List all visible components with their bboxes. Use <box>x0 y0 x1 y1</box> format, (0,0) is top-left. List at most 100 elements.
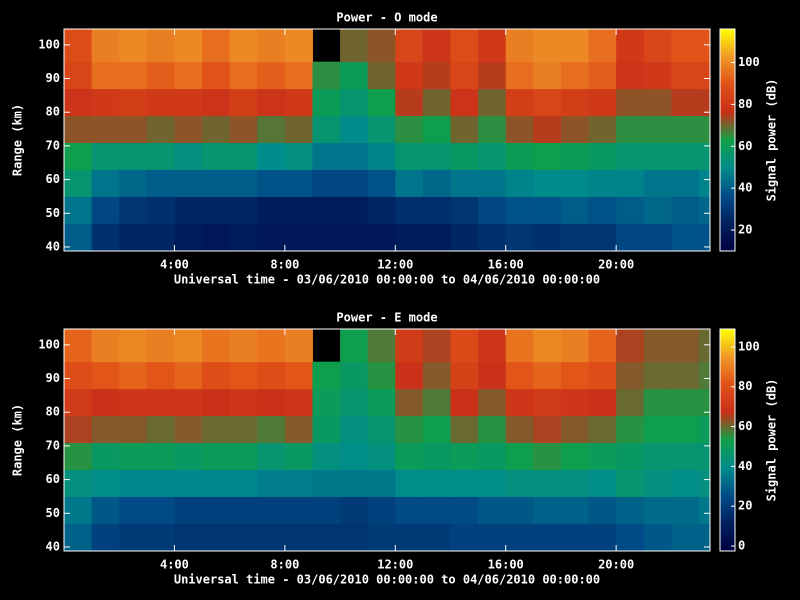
heatmap-cell <box>174 361 203 390</box>
heatmap-cell <box>588 88 617 117</box>
heatmap-cell <box>698 115 711 144</box>
heatmap-cell <box>367 61 396 90</box>
colorbar <box>719 28 736 252</box>
colorbar-tick-label: 100 <box>738 339 760 353</box>
heatmap-cell <box>616 29 645 63</box>
heatmap-cell <box>698 196 711 224</box>
heatmap-cell <box>422 469 451 497</box>
heatmap-cell <box>450 329 479 363</box>
heatmap-cell <box>91 142 120 170</box>
heatmap-cell <box>616 523 645 552</box>
heatmap-cell <box>229 361 258 390</box>
heatmap-cell <box>146 415 175 444</box>
heatmap-cell <box>119 415 148 444</box>
heatmap-cell <box>91 29 120 63</box>
heatmap-cell <box>450 169 479 197</box>
heatmap-cell <box>643 496 672 524</box>
heatmap-cell <box>229 142 258 170</box>
heatmap-cell <box>588 329 617 363</box>
x-tick-label: 8:00 <box>270 258 299 272</box>
heatmap-cell <box>395 388 424 417</box>
heatmap-cell <box>671 88 700 117</box>
heatmap-cell <box>312 169 341 197</box>
heatmap-cell <box>257 442 286 470</box>
heatmap-cell <box>229 169 258 197</box>
heatmap-cell <box>119 388 148 417</box>
x-axis-label: Universal time - 03/06/2010 00:00:00 to … <box>174 273 600 287</box>
heatmap-cell <box>422 388 451 417</box>
heatmap-cell <box>671 196 700 224</box>
heatmap-cell <box>560 496 590 524</box>
heatmap-cell <box>91 169 120 197</box>
heatmap-cell <box>560 29 590 63</box>
heatmap-cell <box>312 442 341 470</box>
heatmap-cell <box>367 29 396 63</box>
heatmap-cell <box>560 169 590 197</box>
y-axis-label: Range (km) <box>11 104 25 176</box>
heatmap-cell <box>257 329 286 363</box>
heatmap-cell <box>671 496 700 524</box>
heatmap-cell <box>588 169 617 197</box>
heatmap-cell <box>422 142 451 170</box>
colorbar-tick-label: 20 <box>738 223 752 237</box>
heatmap-cell <box>340 361 369 390</box>
heatmap-cell <box>367 523 396 552</box>
heatmap-cell <box>671 523 700 552</box>
y-tick-label: 50 <box>46 206 60 220</box>
y-tick-label: 80 <box>46 105 60 119</box>
heatmap-cell <box>616 142 645 170</box>
heatmap-cell <box>367 415 396 444</box>
heatmap-cell <box>174 496 203 524</box>
heatmap-cell <box>91 61 120 90</box>
heatmap-cell <box>119 169 148 197</box>
heatmap-cell <box>643 196 672 224</box>
heatmap-cell <box>284 361 313 390</box>
heatmap-cell <box>64 169 93 197</box>
heatmap-cell <box>284 29 313 63</box>
heatmap-cell <box>257 29 286 63</box>
y-tick-label: 70 <box>46 138 60 152</box>
heatmap-cell <box>588 361 617 390</box>
heatmap-cell <box>671 415 700 444</box>
plot-frame <box>63 28 711 252</box>
heatmap-cell <box>312 196 341 224</box>
heatmap-cell <box>450 388 479 417</box>
colorbar-tick-label: 80 <box>738 97 752 111</box>
heatmap-cell <box>422 523 451 552</box>
heatmap-cell <box>533 361 562 390</box>
heatmap-cell <box>698 223 711 252</box>
heatmap-cell <box>643 88 672 117</box>
heatmap-cell <box>64 329 93 363</box>
heatmap-cell <box>284 442 313 470</box>
heatmap-cell <box>478 142 507 170</box>
heatmap-cell <box>450 29 479 63</box>
heatmap-cell <box>616 469 645 497</box>
heatmap-cell <box>588 469 617 497</box>
heatmap-cell <box>560 142 590 170</box>
x-tick-label: 20:00 <box>598 558 634 572</box>
heatmap-cell <box>616 329 645 363</box>
heatmap-cell <box>119 61 148 90</box>
heatmap-cell <box>64 61 93 90</box>
heatmap-cell <box>588 196 617 224</box>
heatmap-cell <box>202 142 231 170</box>
heatmap-cell <box>533 496 562 524</box>
heatmap-cell <box>367 329 396 363</box>
heatmap-cell <box>257 196 286 224</box>
heatmap-cell <box>478 361 507 390</box>
heatmap-cell <box>202 496 231 524</box>
heatmap-cell <box>671 361 700 390</box>
heatmap-cell <box>146 469 175 497</box>
heatmap-cell <box>560 523 590 552</box>
heatmap-cell <box>91 329 120 363</box>
x-tick-label: 16:00 <box>488 558 524 572</box>
y-tick-label: 70 <box>46 438 60 452</box>
heatmap-cell <box>616 169 645 197</box>
heatmap-cell <box>284 169 313 197</box>
heatmap-cell <box>64 388 93 417</box>
heatmap-cell <box>560 223 590 252</box>
heatmap-cell <box>616 415 645 444</box>
heatmap-cell <box>202 61 231 90</box>
y-tick-label: 60 <box>46 472 60 486</box>
heatmap-cell <box>422 61 451 90</box>
